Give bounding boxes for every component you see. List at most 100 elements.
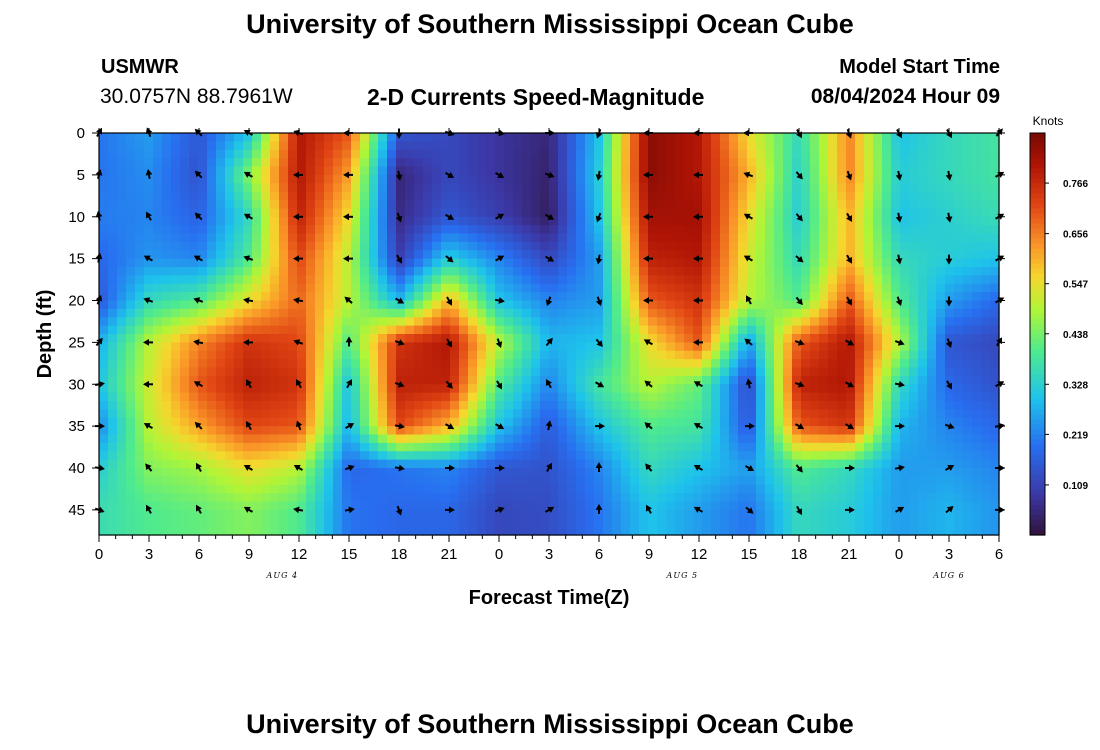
heatmap-cell xyxy=(837,158,847,168)
heatmap-cell xyxy=(117,426,127,436)
heatmap-cell xyxy=(945,409,955,419)
heatmap-cell xyxy=(477,191,487,201)
current-arrow xyxy=(295,420,303,431)
heatmap-cell xyxy=(333,267,343,276)
heatmap-cell xyxy=(432,518,442,528)
heatmap-cell xyxy=(855,308,865,318)
heatmap-cell xyxy=(594,426,604,436)
heatmap-cell xyxy=(855,233,865,243)
heatmap-cell xyxy=(612,476,622,486)
heatmap-cell xyxy=(936,208,946,218)
heatmap-cell xyxy=(405,484,415,494)
heatmap-cell xyxy=(990,133,1000,142)
heatmap-cell xyxy=(774,350,784,360)
heatmap-cell xyxy=(765,476,775,486)
heatmap-cell xyxy=(891,191,901,201)
heatmap-cell xyxy=(162,241,172,251)
heatmap-cell xyxy=(711,509,721,519)
heatmap-cell xyxy=(126,200,136,209)
heatmap-cell xyxy=(918,325,928,335)
heatmap-cell xyxy=(144,200,154,209)
heatmap-cell xyxy=(666,468,676,477)
heatmap-cell xyxy=(594,141,604,151)
current-arrow xyxy=(243,339,253,346)
heatmap-cell xyxy=(819,493,829,503)
heatmap-cell xyxy=(972,459,982,469)
heatmap-cell xyxy=(261,141,271,151)
heatmap-cell xyxy=(405,141,415,151)
heatmap-cell xyxy=(270,493,280,503)
heatmap-cell xyxy=(288,308,298,318)
heatmap-cell xyxy=(639,484,649,494)
heatmap-cell xyxy=(783,166,793,176)
heatmap-cell xyxy=(567,292,577,302)
heatmap-cell xyxy=(567,208,577,218)
heatmap-cell xyxy=(198,241,208,251)
heatmap-cell xyxy=(441,501,451,511)
heatmap-cell xyxy=(207,493,217,503)
heatmap-cell xyxy=(207,258,217,268)
heatmap-cell xyxy=(675,158,685,168)
heatmap-cell xyxy=(153,334,163,343)
heatmap-cell xyxy=(333,241,343,251)
heatmap-cell xyxy=(135,334,145,343)
heatmap-cell xyxy=(297,158,307,168)
heatmap-cell xyxy=(855,225,865,235)
heatmap-cell xyxy=(774,325,784,335)
heatmap-cell xyxy=(972,392,982,402)
current-arrow xyxy=(745,506,754,514)
heatmap-cell xyxy=(648,183,658,193)
heatmap-cell xyxy=(423,300,433,310)
heatmap-cell xyxy=(315,275,325,285)
heatmap-cell xyxy=(558,342,568,352)
heatmap-cell xyxy=(702,267,712,276)
heatmap-cell xyxy=(873,367,883,377)
heatmap-cell xyxy=(432,325,442,335)
heatmap-cell xyxy=(405,200,415,209)
heatmap-cell xyxy=(504,484,514,494)
heatmap-cell xyxy=(315,149,325,159)
heatmap-cell xyxy=(630,526,640,536)
heatmap-cell xyxy=(810,384,820,394)
heatmap-cell xyxy=(162,208,172,218)
heatmap-cell xyxy=(351,459,361,469)
heatmap-cell xyxy=(171,468,181,477)
heatmap-cell xyxy=(567,367,577,377)
heatmap-cell xyxy=(900,308,910,318)
heatmap-cell xyxy=(441,334,451,343)
heatmap-cell xyxy=(603,501,613,511)
heatmap-cell xyxy=(792,133,802,142)
heatmap-cell xyxy=(576,191,586,201)
heatmap-cell xyxy=(342,426,352,436)
heatmap-cell xyxy=(612,342,622,352)
heatmap-cell xyxy=(513,417,523,427)
heatmap-cell xyxy=(846,375,856,385)
heatmap-cell xyxy=(909,233,919,243)
heatmap-cell xyxy=(144,342,154,352)
heatmap-cell xyxy=(342,300,352,310)
heatmap-cell xyxy=(324,367,334,377)
heatmap-cell xyxy=(900,225,910,235)
heatmap-cell xyxy=(180,493,190,503)
heatmap-cell xyxy=(639,401,649,410)
heatmap-cell xyxy=(279,526,289,536)
heatmap-cell xyxy=(225,308,235,318)
heatmap-cell xyxy=(441,484,451,494)
heatmap-cell xyxy=(108,166,118,176)
heatmap-cell xyxy=(378,451,388,461)
heatmap-cell xyxy=(513,225,523,235)
heatmap-cell xyxy=(468,233,478,243)
heatmap-cell xyxy=(333,216,343,226)
heatmap-cell xyxy=(864,493,874,503)
heatmap-cell xyxy=(270,308,280,318)
heatmap-cell xyxy=(558,258,568,268)
heatmap-cell xyxy=(900,359,910,369)
heatmap-cell xyxy=(117,325,127,335)
heatmap-cell xyxy=(126,476,136,486)
heatmap-cell xyxy=(909,283,919,293)
heatmap-cell xyxy=(504,526,514,536)
heatmap-cell xyxy=(873,359,883,369)
heatmap-cell xyxy=(432,375,442,385)
heatmap-cell xyxy=(837,392,847,402)
heatmap-cell xyxy=(576,141,586,151)
